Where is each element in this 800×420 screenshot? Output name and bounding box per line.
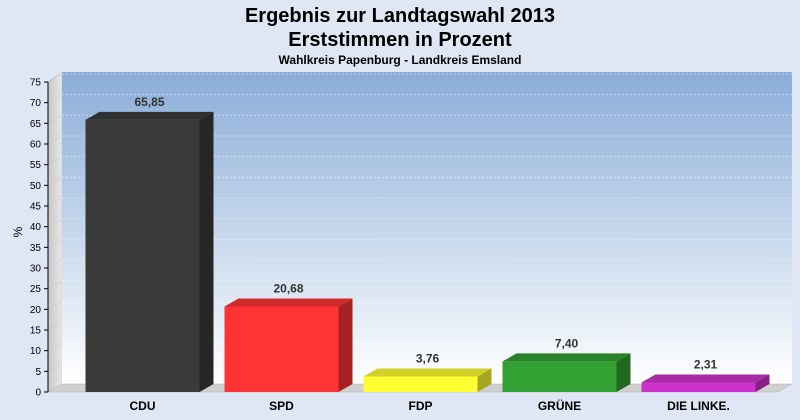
y-axis: 0 5 10 15 20 25 30 35 40 45 50 55 60 65 70 75 [30,78,49,399]
grid-line-side [47,73,63,83]
x-tick-label: GRÜNE [538,398,581,413]
data-label: 65,85 [134,95,164,109]
data-label: 7,40 [555,336,579,350]
category-labels: CDU SPD FDP GRÜNE DIE LINKE. [130,398,730,413]
y-tick-label: 40 [30,222,42,233]
x-tick-label: FDP [409,399,433,413]
bar-top [502,353,631,362]
bar-front [224,306,339,392]
y-tick-label: 45 [30,202,42,213]
y-tick-label: 20 [30,305,42,316]
grid-line-side [47,239,63,248]
chart-subtitle: Wahlkreis Papenburg - Landkreis Emsland [279,53,522,67]
grid-line-side [47,177,63,186]
x-tick-label: SPD [269,399,294,413]
bar-gr-ne: 7,40 [502,336,631,392]
x-tick-label: CDU [130,399,156,413]
y-tick-label: 60 [30,140,42,151]
chart-title: Ergebnis zur Landtagswahl 2013 [245,5,555,27]
y-axis-label: % [11,226,25,237]
data-label: 2,31 [694,357,718,371]
bar-die-linke: 2,31 [641,357,770,392]
grid-line-side [47,94,63,103]
bar-front [85,119,200,392]
y-tick-label: 10 [30,346,42,357]
chart-title-line2: Erststimmen in Prozent [288,29,512,51]
y-tick-label: 0 [35,388,41,399]
bar-side [338,298,353,392]
data-label: 20,68 [273,282,303,296]
y-tick-label: 55 [30,160,42,171]
y-tick-label: 35 [30,243,42,254]
bar-cdu: 65,85 [85,95,214,392]
grid-line-side [47,259,63,269]
bar-front [363,376,478,392]
grid-line-side [47,342,63,351]
bar-side [616,353,631,392]
grid-line-side [47,301,63,310]
bar-front [641,382,756,392]
x-tick-label: DIE LINKE. [667,399,730,413]
bar-fdp: 3,76 [363,351,492,392]
bars: 65,85 20,68 3,76 7,40 2,31 [85,95,770,392]
y-tick-label: 15 [30,326,42,337]
grid-line-side [47,280,63,289]
y-tick-label: 50 [30,181,42,192]
bar-side [477,368,492,392]
y-tick-label: 30 [30,264,42,275]
y-tick-label: 5 [35,367,41,378]
bar-spd: 20,68 [224,282,353,392]
grid-line-side [47,135,63,145]
grid-line-side [47,156,63,165]
bar-top [85,111,214,120]
y-tick-label: 75 [30,78,42,89]
y-tick-label: 25 [30,284,42,295]
grid-line-side [47,363,63,372]
bar-front [502,361,617,392]
y-tick-label: 70 [30,98,42,109]
grid-line-side [47,197,63,207]
bar-top [363,368,492,377]
bar-side [755,374,770,392]
grid-line-side [47,115,63,124]
bar-side [199,111,214,392]
grid-line-side [47,218,63,227]
grid-line-side [47,321,63,331]
y-tick-label: 65 [30,119,42,130]
bar-top [224,298,353,307]
data-label: 3,76 [416,351,440,365]
bar-top [641,374,770,383]
